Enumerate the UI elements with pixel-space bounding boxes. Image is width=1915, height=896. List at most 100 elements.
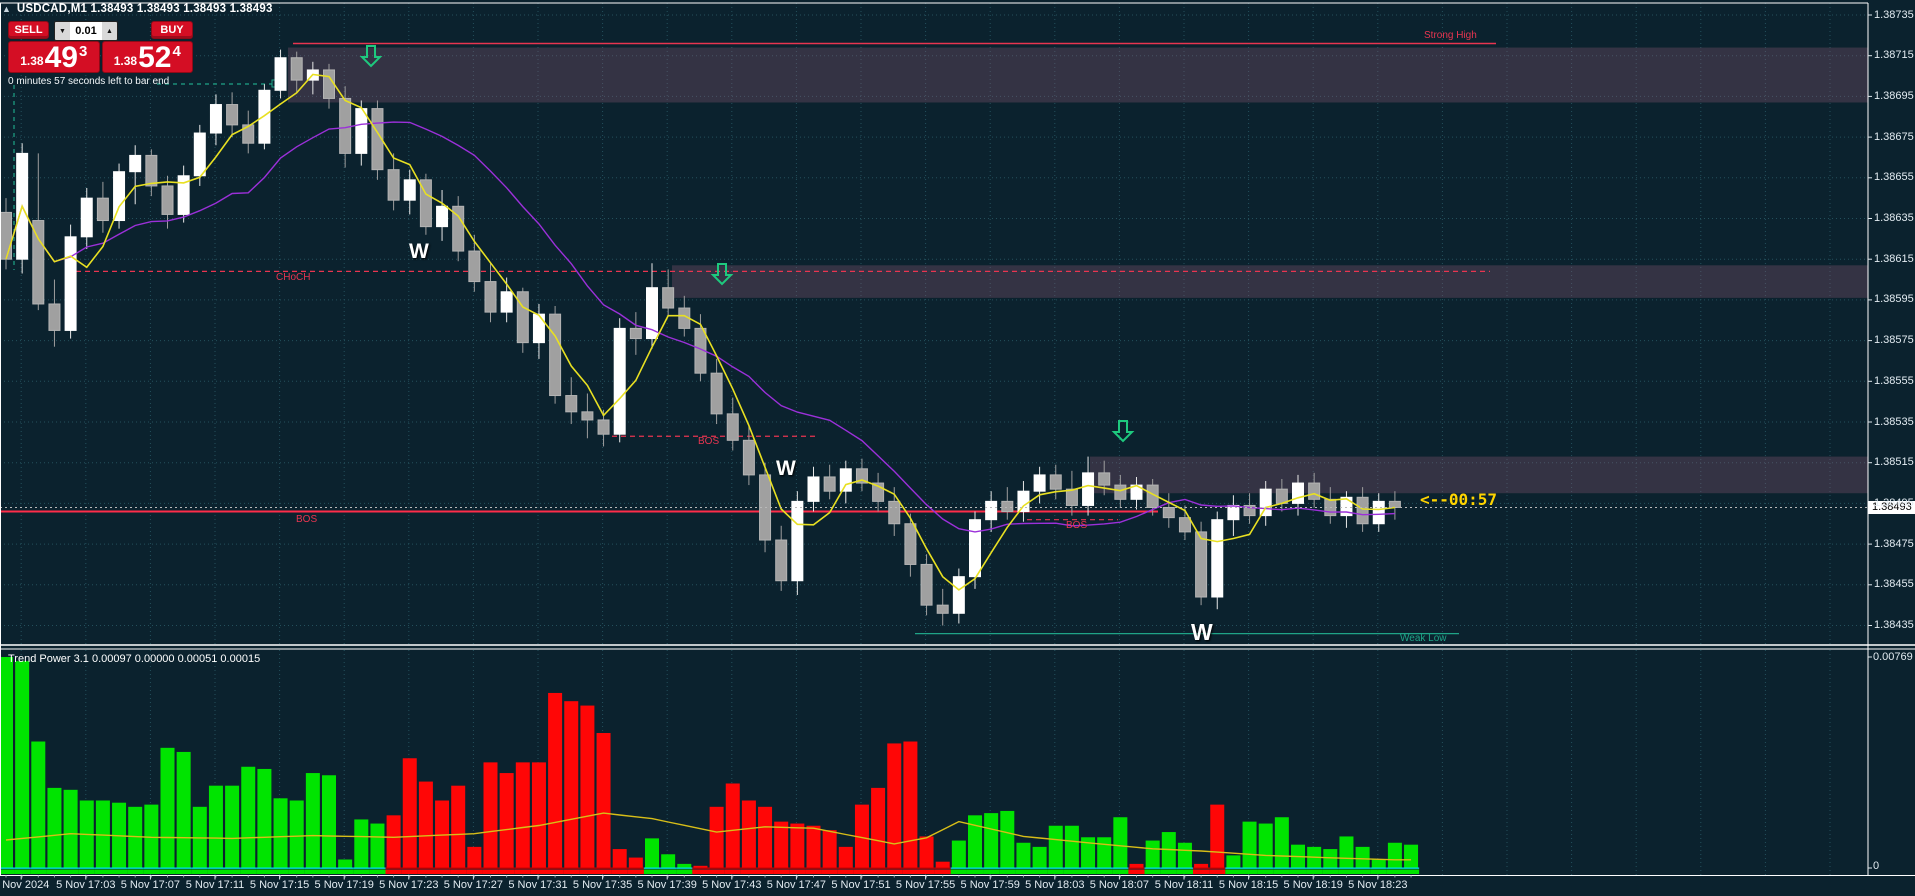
trend-strip-line [0, 867, 15, 869]
time-axis-label: 5 Nov 18:23 [1348, 879, 1408, 891]
price-axis-label: 1.38655 [1874, 171, 1914, 184]
candle-body [920, 563, 933, 606]
trend-strip [934, 869, 951, 874]
trend-strip [789, 869, 806, 874]
trend-strip [886, 869, 903, 874]
trend-strip [1354, 869, 1371, 874]
time-axis-label: 5 Nov 17:43 [702, 879, 762, 891]
trend-power-bar [531, 762, 546, 868]
trend-strip [708, 869, 725, 874]
sell-price-pip: 3 [78, 43, 88, 60]
trend-strip [1209, 869, 1226, 874]
candle-body [452, 205, 465, 252]
trend-strip [304, 869, 321, 874]
trend-strip [450, 869, 467, 874]
collapse-panel-icon[interactable]: ▲ [2, 4, 11, 14]
price-axis-label: 1.38495 [1874, 496, 1914, 509]
chart-title: USDCAD,M1 1.38493 1.38493 1.38493 1.3849… [16, 3, 273, 15]
trend-strip-line [1079, 867, 1097, 869]
trend-strip [676, 869, 693, 874]
trend-power-bar [1355, 846, 1370, 868]
trend-strip [983, 869, 1000, 874]
candle-body [209, 104, 222, 134]
trend-strip-line [143, 867, 160, 869]
trend-strip-line [886, 867, 903, 869]
candle-body [371, 108, 384, 171]
trend-strip-line [337, 867, 354, 869]
trend-power-bar [628, 857, 643, 868]
candle-body [952, 576, 965, 614]
candle-body [823, 476, 836, 492]
trend-power-bar [548, 692, 563, 868]
lot-size-field[interactable]: 0.01 [70, 22, 102, 40]
trend-strip-line [692, 867, 709, 869]
trend-power-bar [725, 783, 740, 868]
trend-power-bar [15, 661, 30, 868]
trend-strip-line [1209, 867, 1226, 869]
trend-strip-line [369, 867, 386, 869]
trend-strip-line [563, 867, 580, 869]
trend-strip [805, 869, 822, 874]
trend-strip-line [1354, 867, 1371, 869]
candle-body [274, 57, 287, 91]
trend-strip-line [595, 867, 612, 869]
trend-power-bar [338, 859, 353, 868]
candle-body [1033, 474, 1046, 492]
trend-power-bar [1339, 836, 1354, 868]
candle-body [419, 179, 432, 228]
candle-body [1356, 496, 1369, 525]
trend-strip-line [983, 867, 1000, 869]
candle-body [613, 327, 626, 435]
trend-strip [1402, 869, 1420, 874]
trend-power-bar [0, 657, 13, 868]
trend-power-bar [758, 806, 773, 868]
trend-strip-line [1193, 867, 1210, 869]
sell-price-display[interactable]: 1.38 49 3 [8, 41, 100, 73]
trend-strip [62, 869, 79, 874]
buy-price-display[interactable]: 1.38 52 4 [101, 41, 193, 73]
trend-strip [918, 869, 935, 874]
trend-strip [256, 869, 273, 874]
price-axis-label: 1.38475 [1874, 537, 1914, 550]
candle-body [565, 395, 578, 413]
price-axis-label: 1.38535 [1874, 415, 1914, 428]
candle-body [96, 197, 109, 222]
time-axis-label: 5 Nov 18:07 [1089, 879, 1150, 891]
trend-strip [94, 869, 111, 874]
candle-body [775, 539, 788, 582]
trend-strip [724, 869, 741, 874]
trend-power-bar [1210, 804, 1225, 868]
trend-strip-line [1160, 867, 1177, 869]
candle-body [32, 220, 45, 305]
indicator-scale-min: 0 [1873, 860, 1880, 872]
trend-power-bar [790, 823, 805, 868]
trend-strip [1160, 869, 1177, 874]
lot-increase-button[interactable]: ▲ [102, 22, 117, 40]
sell-button[interactable]: SELL [8, 21, 49, 39]
price-axis-label: 1.38575 [1874, 334, 1914, 347]
trend-strip [288, 869, 305, 874]
candle-body [177, 175, 190, 215]
trend-power-bar [564, 701, 579, 868]
trend-strip [110, 869, 128, 874]
buy-button[interactable]: BUY [151, 21, 193, 39]
trend-power-bar [435, 800, 450, 868]
trend-strip [1063, 869, 1080, 874]
trend-strip-line [1031, 867, 1048, 869]
trend-strip [579, 869, 596, 874]
trend-strip-line [272, 867, 289, 869]
trend-strip [1241, 869, 1258, 874]
trend-strip-line [950, 867, 967, 869]
trend-strip [78, 869, 95, 874]
trend-power-bar [1129, 863, 1144, 868]
trend-strip-line [853, 867, 871, 869]
candle-body [1114, 484, 1127, 500]
supply-zone [672, 265, 1868, 298]
candle-body [1372, 500, 1385, 525]
price-axis-label: 1.38555 [1874, 374, 1914, 387]
trend-strip-line [46, 867, 63, 869]
trend-strip-line [627, 867, 644, 869]
candle-body [1017, 490, 1030, 513]
lot-decrease-button[interactable]: ▼ [55, 22, 70, 40]
